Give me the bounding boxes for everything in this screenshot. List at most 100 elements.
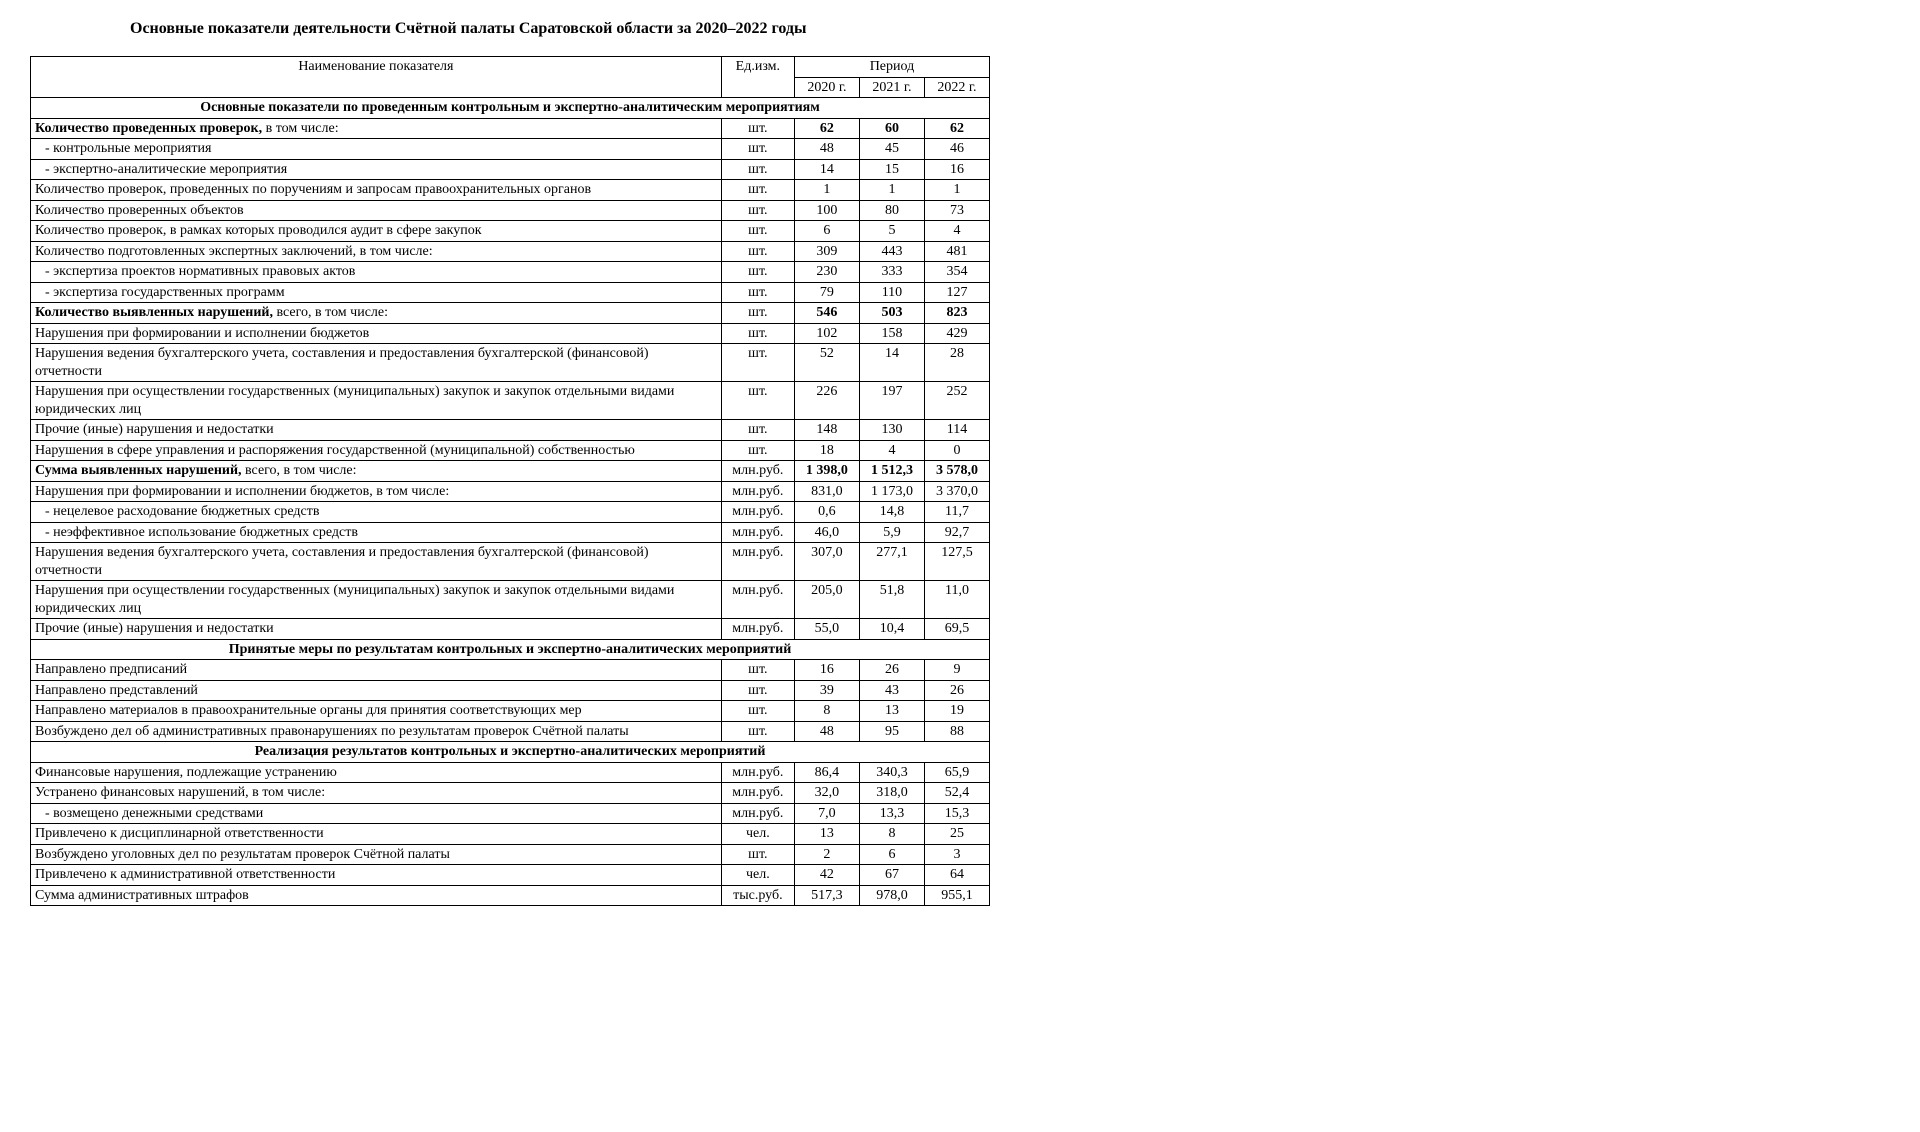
- indicator-value: 6: [794, 221, 859, 242]
- indicator-unit: шт.: [721, 382, 794, 420]
- indicator-unit: шт.: [721, 118, 794, 139]
- indicator-value: 1: [924, 180, 989, 201]
- table-row: Направлено представленийшт.394326: [31, 680, 990, 701]
- indicator-name: - неэффективное использование бюджетных …: [31, 522, 722, 543]
- table-row: Нарушения при осуществлении государствен…: [31, 581, 990, 619]
- col-header-unit: Ед.изм.: [721, 57, 794, 98]
- indicator-unit: млн.руб.: [721, 502, 794, 523]
- indicator-value: 10,4: [859, 619, 924, 640]
- indicator-value: 15,3: [924, 803, 989, 824]
- indicator-value: 2: [794, 844, 859, 865]
- col-header-year-0: 2020 г.: [794, 77, 859, 98]
- table-row: Количество выявленных нарушений, всего, …: [31, 303, 990, 324]
- table-row: Прочие (иные) нарушения и недостаткишт.1…: [31, 420, 990, 441]
- indicator-value: 340,3: [859, 762, 924, 783]
- table-row: Нарушения в сфере управления и распоряже…: [31, 440, 990, 461]
- indicator-name: Направлено представлений: [31, 680, 722, 701]
- indicator-value: 39: [794, 680, 859, 701]
- indicator-value: 226: [794, 382, 859, 420]
- indicator-value: 25: [924, 824, 989, 845]
- indicator-unit: шт.: [721, 241, 794, 262]
- indicator-value: 92,7: [924, 522, 989, 543]
- indicator-name: Направлено предписаний: [31, 660, 722, 681]
- table-row: Возбуждено дел об административных право…: [31, 721, 990, 742]
- indicator-value: 114: [924, 420, 989, 441]
- indicator-name: - экспертиза государственных программ: [31, 282, 722, 303]
- indicator-unit: шт.: [721, 660, 794, 681]
- indicator-value: 11,7: [924, 502, 989, 523]
- indicator-value: 158: [859, 323, 924, 344]
- table-row: Нарушения при формировании и исполнении …: [31, 323, 990, 344]
- table-row: Количество проверенных объектовшт.100807…: [31, 200, 990, 221]
- indicator-value: 197: [859, 382, 924, 420]
- indicator-value: 333: [859, 262, 924, 283]
- indicator-unit: шт.: [721, 420, 794, 441]
- indicator-unit: тыс.руб.: [721, 885, 794, 906]
- page-title: Основные показатели деятельности Счётной…: [130, 20, 990, 38]
- indicator-value: 127: [924, 282, 989, 303]
- table-row: - экспертиза государственных программшт.…: [31, 282, 990, 303]
- indicators-table: Наименование показателя Ед.изм. Период 2…: [30, 56, 990, 906]
- indicator-value: 42: [794, 865, 859, 886]
- indicator-name: Нарушения ведения бухгалтерского учета, …: [31, 543, 722, 581]
- indicator-value: 52,4: [924, 783, 989, 804]
- indicator-value: 13: [794, 824, 859, 845]
- indicator-value: 517,3: [794, 885, 859, 906]
- indicator-value: 481: [924, 241, 989, 262]
- table-row: - неэффективное использование бюджетных …: [31, 522, 990, 543]
- indicator-value: 1: [859, 180, 924, 201]
- indicator-value: 16: [924, 159, 989, 180]
- indicator-unit: млн.руб.: [721, 481, 794, 502]
- indicator-unit: шт.: [721, 221, 794, 242]
- indicator-value: 354: [924, 262, 989, 283]
- indicator-unit: шт.: [721, 303, 794, 324]
- table-row: Нарушения при осуществлении государствен…: [31, 382, 990, 420]
- indicator-value: 4: [859, 440, 924, 461]
- col-header-year-2: 2022 г.: [924, 77, 989, 98]
- indicator-value: 148: [794, 420, 859, 441]
- indicator-unit: млн.руб.: [721, 783, 794, 804]
- indicator-name: - нецелевое расходование бюджетных средс…: [31, 502, 722, 523]
- indicator-value: 1 398,0: [794, 461, 859, 482]
- indicator-value: 11,0: [924, 581, 989, 619]
- indicator-value: 18: [794, 440, 859, 461]
- indicator-value: 48: [794, 139, 859, 160]
- table-row: Количество проведенных проверок, в том ч…: [31, 118, 990, 139]
- indicator-value: 1: [794, 180, 859, 201]
- indicator-value: 3 578,0: [924, 461, 989, 482]
- indicator-unit: млн.руб.: [721, 803, 794, 824]
- indicator-name: Устранено финансовых нарушений, в том чи…: [31, 783, 722, 804]
- indicator-value: 46: [924, 139, 989, 160]
- table-row: Направлено материалов в правоохранительн…: [31, 701, 990, 722]
- indicator-value: 95: [859, 721, 924, 742]
- indicator-value: 7,0: [794, 803, 859, 824]
- table-row: Направлено предписанийшт.16269: [31, 660, 990, 681]
- indicator-name: Финансовые нарушения, подлежащие устране…: [31, 762, 722, 783]
- indicator-name: Сумма выявленных нарушений, всего, в том…: [31, 461, 722, 482]
- col-header-name: Наименование показателя: [31, 57, 722, 98]
- indicator-value: 823: [924, 303, 989, 324]
- indicator-unit: чел.: [721, 824, 794, 845]
- indicator-name: Количество проверок, в рамках которых пр…: [31, 221, 722, 242]
- table-row: Нарушения ведения бухгалтерского учета, …: [31, 344, 990, 382]
- indicator-value: 45: [859, 139, 924, 160]
- indicator-name: Прочие (иные) нарушения и недостатки: [31, 420, 722, 441]
- indicator-value: 429: [924, 323, 989, 344]
- indicator-unit: шт.: [721, 440, 794, 461]
- indicator-name: Количество выявленных нарушений, всего, …: [31, 303, 722, 324]
- indicator-value: 88: [924, 721, 989, 742]
- table-row: - возмещено денежными средствамимлн.руб.…: [31, 803, 990, 824]
- indicator-value: 48: [794, 721, 859, 742]
- indicator-unit: шт.: [721, 180, 794, 201]
- indicator-unit: млн.руб.: [721, 581, 794, 619]
- indicator-value: 15: [859, 159, 924, 180]
- indicator-name: Привлечено к административной ответствен…: [31, 865, 722, 886]
- indicator-value: 28: [924, 344, 989, 382]
- indicator-name: - возмещено денежными средствами: [31, 803, 722, 824]
- indicator-unit: шт.: [721, 701, 794, 722]
- indicator-unit: шт.: [721, 721, 794, 742]
- indicator-value: 9: [924, 660, 989, 681]
- indicator-value: 443: [859, 241, 924, 262]
- indicator-name: Нарушения при осуществлении государствен…: [31, 382, 722, 420]
- indicator-value: 309: [794, 241, 859, 262]
